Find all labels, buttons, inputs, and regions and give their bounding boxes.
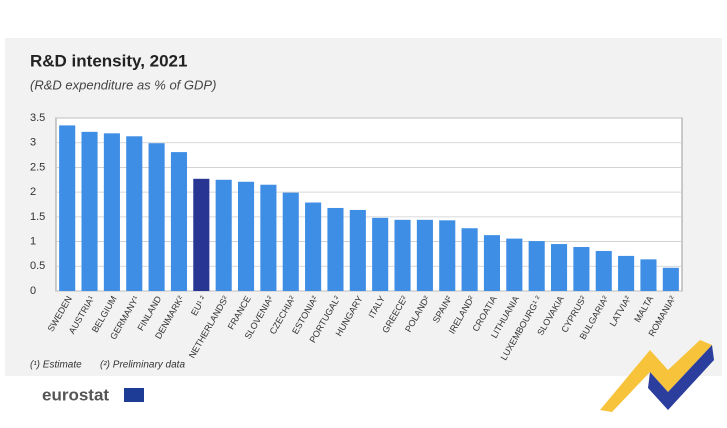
- bar: [372, 217, 389, 291]
- y-tick-label: 0: [30, 285, 36, 297]
- decoration: [648, 345, 714, 410]
- bar: [506, 238, 523, 291]
- y-tick-label: 3.5: [30, 112, 45, 124]
- bar: [260, 184, 277, 291]
- y-tick-label: 2.5: [30, 161, 45, 173]
- bar: [215, 179, 232, 291]
- bar: [461, 228, 478, 291]
- bar: [483, 235, 501, 291]
- bar: [59, 125, 76, 292]
- bar: [640, 259, 657, 291]
- chart-subtitle: (R&D expenditure as % of GDP): [30, 77, 216, 92]
- bar: [662, 267, 679, 291]
- y-tick-label: 2: [30, 186, 36, 198]
- bar: [103, 133, 120, 291]
- y-tick-label: 0.5: [30, 260, 45, 272]
- bar: [595, 250, 612, 291]
- eu-flag: [124, 388, 144, 402]
- y-tick-label: 1.5: [30, 211, 45, 223]
- bar: [439, 220, 456, 291]
- bar: [618, 255, 635, 291]
- y-tick-label: 3: [30, 137, 36, 149]
- bar: [81, 131, 98, 291]
- bar: [193, 178, 210, 291]
- bar: [170, 152, 188, 291]
- bar: [349, 209, 366, 291]
- bar: [237, 181, 255, 291]
- bar: [148, 143, 165, 291]
- bar: [394, 219, 411, 291]
- bar: [416, 219, 433, 291]
- footnote: (¹) Estimate: [30, 360, 82, 371]
- bar: [550, 244, 568, 291]
- y-tick-label: 1: [30, 235, 36, 247]
- footnote: (²) Preliminary data: [100, 360, 185, 371]
- logo-text: eurostat: [42, 385, 109, 404]
- decoration: [600, 340, 712, 412]
- chart-title: R&D intensity, 2021: [30, 51, 187, 70]
- bar: [573, 247, 590, 291]
- bar: [528, 241, 545, 291]
- bar: [305, 202, 322, 291]
- bar: [282, 192, 299, 291]
- bar: [126, 136, 143, 291]
- bar: [327, 207, 344, 291]
